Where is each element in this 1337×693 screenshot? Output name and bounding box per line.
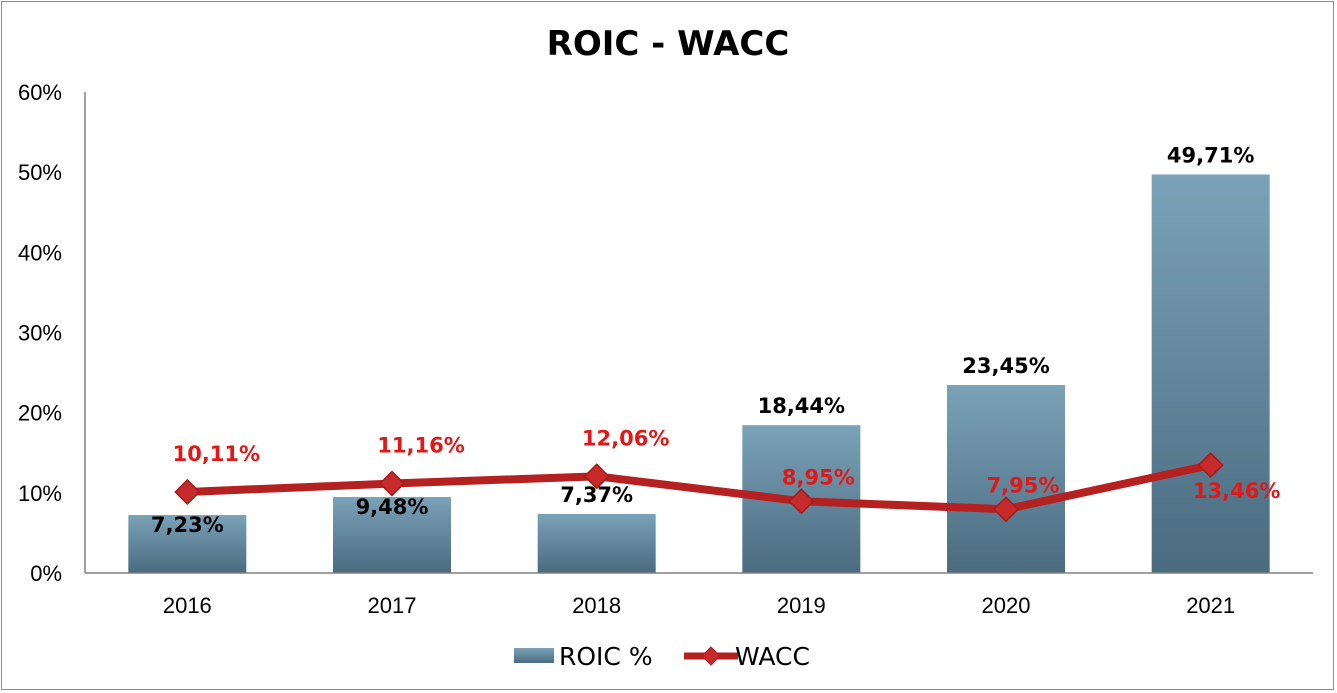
roic-bars (128, 174, 1270, 573)
x-tick-label: 2018 (572, 593, 621, 618)
roic-data-label: 49,71% (1167, 143, 1254, 167)
roic-data-label: 7,37% (560, 483, 633, 507)
x-tick-label: 2021 (1186, 593, 1235, 618)
x-tick-label: 2016 (163, 593, 212, 618)
y-tick-label: 10% (18, 481, 62, 506)
wacc-point (788, 488, 815, 515)
roic-bar (333, 497, 451, 573)
x-tick-label: 2017 (368, 593, 417, 618)
roic-data-label: 9,48% (356, 495, 429, 519)
wacc-data-labels: 10,11% 11,16% 12,06% 8,95% 7,95% 13,46% (173, 426, 1281, 503)
legend-wacc-marker (701, 646, 721, 666)
y-axis-ticks: 0% 10% 20% 30% 40% 50% 60% (18, 80, 62, 586)
y-tick-label: 60% (18, 80, 62, 105)
roic-data-label: 7,23% (151, 513, 224, 537)
roic-bar (128, 515, 247, 573)
y-tick-label: 20% (18, 401, 62, 426)
y-tick-label: 40% (18, 240, 62, 265)
roic-data-label: 18,44% (758, 394, 845, 418)
axes (84, 92, 1313, 574)
y-tick-label: 0% (30, 561, 62, 586)
wacc-point (1197, 452, 1224, 479)
legend-roic-swatch (514, 648, 554, 663)
legend-wacc-label: WACC (735, 642, 810, 671)
legend: ROIC % WACC (514, 642, 810, 671)
wacc-point (583, 463, 610, 490)
y-tick-label: 30% (18, 321, 62, 346)
wacc-data-label: 8,95% (782, 465, 855, 489)
wacc-data-label: 7,95% (987, 473, 1060, 497)
roic-data-labels: 7,23% 9,48% 7,37% 18,44% 23,45% 49,71% (151, 143, 1254, 537)
roic-bar (537, 513, 656, 573)
x-tick-label: 2020 (982, 593, 1031, 618)
wacc-data-label: 10,11% (173, 442, 260, 466)
wacc-point (378, 470, 406, 497)
wacc-point (992, 496, 1020, 523)
chart-title: ROIC - WACC (547, 24, 790, 64)
wacc-point (174, 478, 201, 506)
y-tick-label: 50% (18, 160, 62, 185)
roic-bar (947, 385, 1065, 573)
wacc-data-label: 12,06% (582, 426, 669, 450)
wacc-line-path (183, 461, 1215, 514)
wacc-line (174, 452, 1224, 523)
roic-bar (1151, 174, 1270, 573)
wacc-data-label: 13,46% (1193, 479, 1280, 503)
x-axis-ticks: 2016 2017 2018 2019 2020 2021 (163, 593, 1235, 618)
roic-data-label: 23,45% (962, 354, 1049, 378)
legend-roic-label: ROIC % (559, 642, 653, 671)
wacc-data-label: 11,16% (377, 434, 464, 458)
x-tick-label: 2019 (777, 593, 826, 618)
